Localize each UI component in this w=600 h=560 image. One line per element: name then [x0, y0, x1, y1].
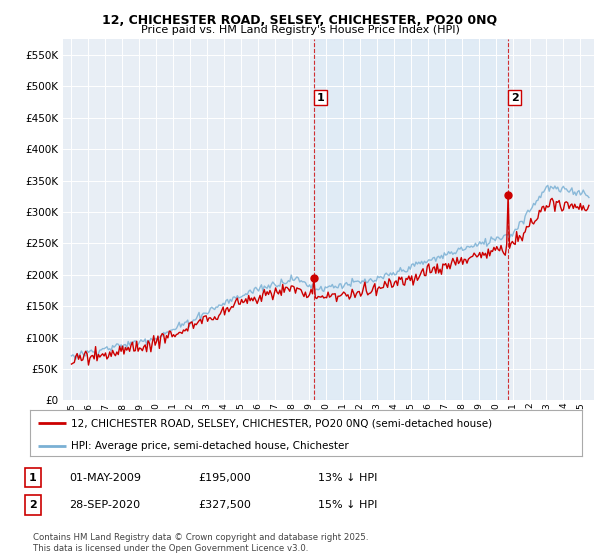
Text: Price paid vs. HM Land Registry's House Price Index (HPI): Price paid vs. HM Land Registry's House …	[140, 25, 460, 35]
Text: 13% ↓ HPI: 13% ↓ HPI	[318, 473, 377, 483]
Text: £327,500: £327,500	[198, 500, 251, 510]
Text: 12, CHICHESTER ROAD, SELSEY, CHICHESTER, PO20 0NQ: 12, CHICHESTER ROAD, SELSEY, CHICHESTER,…	[103, 14, 497, 27]
Text: 15% ↓ HPI: 15% ↓ HPI	[318, 500, 377, 510]
Text: HPI: Average price, semi-detached house, Chichester: HPI: Average price, semi-detached house,…	[71, 441, 349, 451]
Bar	[314, 39, 508, 400]
Text: 2: 2	[511, 92, 518, 102]
Text: 2: 2	[29, 500, 37, 510]
Text: Contains HM Land Registry data © Crown copyright and database right 2025.
This d: Contains HM Land Registry data © Crown c…	[33, 533, 368, 553]
Text: 1: 1	[29, 473, 37, 483]
Text: 01-MAY-2009: 01-MAY-2009	[69, 473, 141, 483]
Text: £195,000: £195,000	[198, 473, 251, 483]
Text: 1: 1	[316, 92, 324, 102]
Text: 28-SEP-2020: 28-SEP-2020	[69, 500, 140, 510]
Text: 12, CHICHESTER ROAD, SELSEY, CHICHESTER, PO20 0NQ (semi-detached house): 12, CHICHESTER ROAD, SELSEY, CHICHESTER,…	[71, 418, 493, 428]
